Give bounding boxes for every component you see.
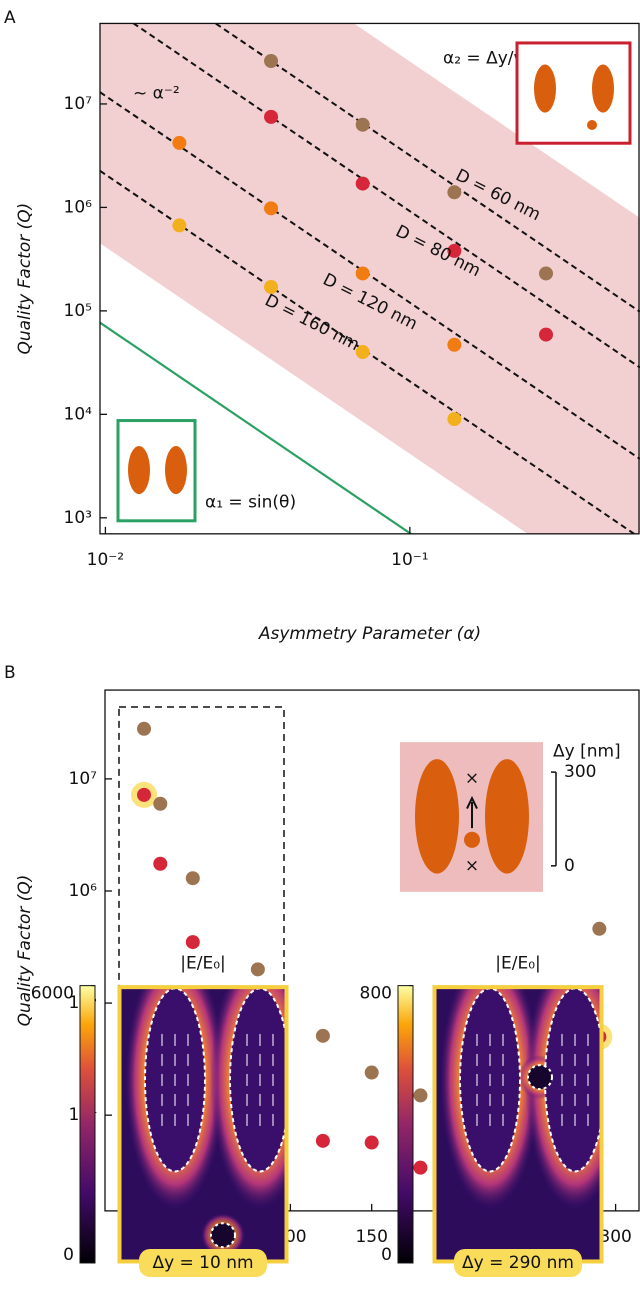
point: [355, 266, 370, 281]
point: [447, 185, 462, 200]
inset-rod: [534, 64, 556, 113]
field-map: [433, 985, 603, 1263]
inset-rod: [128, 446, 150, 495]
y-tick-label: 10³: [64, 508, 92, 528]
inset-rod: [415, 759, 459, 874]
point: [539, 327, 554, 342]
point: [364, 1065, 379, 1080]
x-axis-label: Asymmetry Parameter (α): [258, 624, 481, 644]
point: [153, 796, 168, 811]
x-tick-label: 150: [355, 1227, 387, 1247]
map-label: Δy = 290 nm: [462, 1253, 574, 1273]
point: [355, 345, 370, 360]
point: [264, 54, 279, 69]
colorbar-label: 800: [360, 984, 392, 1004]
y-tick-label: 10⁵: [64, 301, 92, 321]
scale-label: 0: [564, 856, 575, 876]
x-tick-label: 10⁻²: [87, 550, 124, 570]
inset-cross: ×: [465, 856, 479, 876]
point: [447, 412, 462, 427]
y-tick-label: 10⁶: [64, 197, 93, 217]
x-tick-label: 300: [599, 1227, 631, 1247]
trend-line: [100, 91, 640, 460]
point: [264, 109, 279, 124]
point: [264, 201, 279, 216]
plot-area: [100, 23, 640, 534]
reference-line: [100, 321, 413, 534]
inset-dot: [464, 831, 480, 848]
point: [185, 871, 200, 886]
point: [355, 176, 370, 191]
panel-label: A: [4, 8, 16, 28]
point: [250, 962, 265, 977]
colorbar-label: 6000: [31, 984, 74, 1004]
colorbar: [79, 985, 96, 1264]
axes-frame: [99, 22, 640, 535]
point: [264, 280, 279, 295]
inset-rod: [592, 64, 614, 113]
x-tick-label: 10⁻¹: [391, 550, 428, 570]
particle-outline: [527, 1064, 553, 1091]
y-tick-label: 10⁷: [69, 769, 98, 789]
panel-label: B: [4, 663, 16, 683]
map-label: Δy = 10 nm: [152, 1253, 253, 1273]
trend-line: [213, 23, 640, 313]
map-label-box: [454, 1248, 582, 1277]
annotation: ~ α⁻²: [133, 84, 180, 104]
map-title: |E/E₀|: [180, 953, 225, 973]
band: [100, 23, 640, 534]
point: [315, 1028, 330, 1043]
map-label-box: [139, 1248, 267, 1277]
inset-rod: [485, 759, 529, 874]
point: [447, 243, 462, 258]
point: [137, 721, 152, 736]
point: [172, 135, 187, 150]
point: [364, 1135, 379, 1150]
scale-label: 300: [564, 762, 596, 782]
inset-cross: ×: [465, 769, 479, 789]
field-map: [118, 985, 288, 1263]
point: [592, 921, 607, 936]
point: [315, 1133, 330, 1148]
inset-dot: [587, 119, 597, 130]
inset-rod: [165, 446, 187, 495]
colorbar-label: 0: [381, 1245, 392, 1265]
point: [355, 117, 370, 132]
point: [137, 787, 152, 802]
annotation: α₁ = sin(θ): [205, 493, 296, 513]
y-tick-label: 10⁶: [69, 881, 98, 901]
y-axis-label: Quality Factor (Q): [15, 875, 35, 1027]
annotation: α₂ = Δy/w: [443, 49, 527, 69]
y-axis-label: Quality Factor (Q): [15, 203, 35, 355]
point: [172, 218, 187, 233]
point: [413, 1160, 428, 1175]
point: [447, 337, 462, 352]
trend-line: [131, 23, 640, 369]
trend-line: [100, 169, 636, 534]
y-tick-label: 10⁴: [64, 404, 93, 424]
inset-arrow: [466, 795, 478, 829]
point: [185, 935, 200, 950]
point: [539, 266, 554, 281]
point: [413, 1088, 428, 1103]
particle-outline: [210, 1222, 236, 1249]
point: [153, 856, 168, 871]
colorbar-label: 0: [63, 1245, 74, 1265]
map-title: |E/E₀|: [495, 953, 540, 973]
y-tick-label: 10⁷: [64, 94, 93, 114]
inset-title: Δy [nm]: [553, 741, 621, 761]
colorbar: [397, 985, 414, 1264]
